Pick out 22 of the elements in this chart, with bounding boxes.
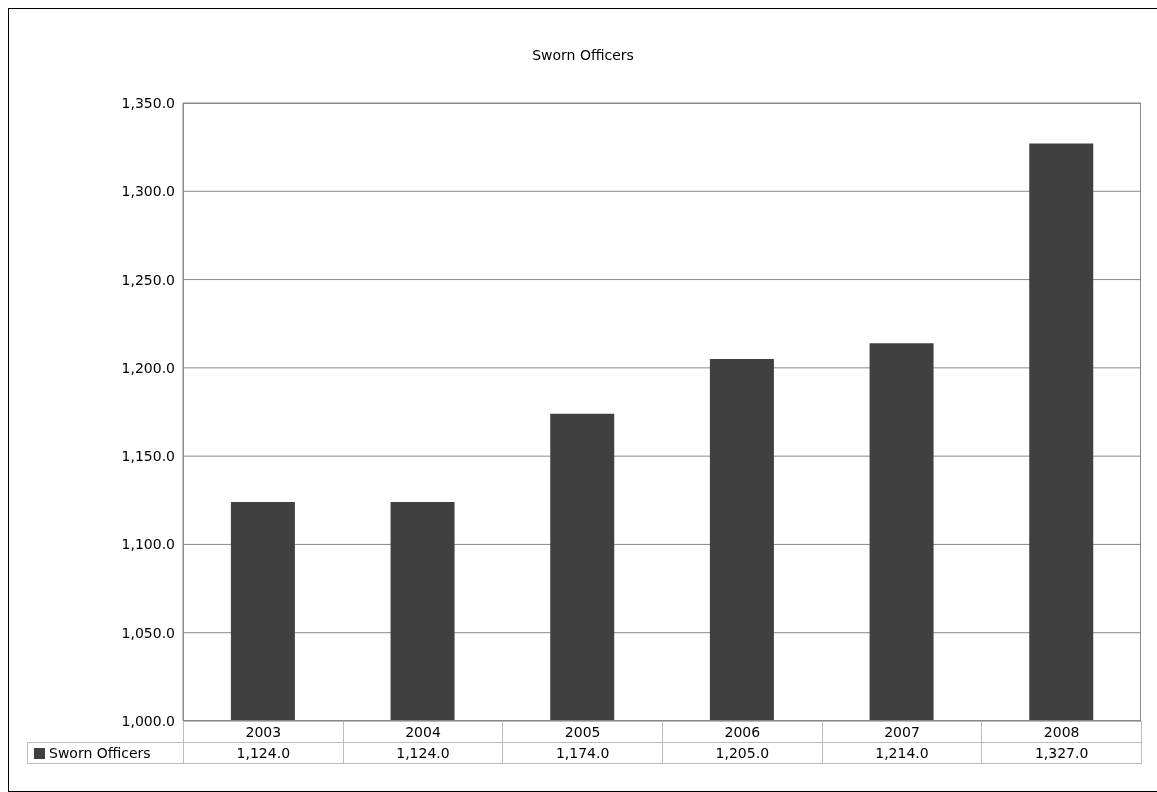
y-tick-label: 1,150.0 [121,448,175,465]
y-tick-label: 1,100.0 [121,536,175,553]
y-tick-label: 1,200.0 [121,359,175,376]
x-tick-label: 2007 [821,721,983,743]
x-tick-label: 2004 [342,721,504,743]
legend-label: Sworn Officers [27,742,184,764]
x-tick-label: 2005 [502,721,663,743]
x-tick-label: 2003 [183,721,344,743]
data-label: 1,124.0 [183,742,344,764]
y-tick-label: 1,000.0 [121,712,175,729]
y-tick-label: 1,250.0 [121,271,175,288]
y-tick-label: 1,350.0 [121,94,175,111]
chart-title: Sworn Officers [531,47,635,63]
y-tick-label: 1,300.0 [121,183,175,200]
data-label: 1,205.0 [662,742,823,764]
data-label: 1,327.0 [981,742,1142,764]
y-tick-label: 1,050.0 [121,624,175,641]
data-label: 1,174.0 [502,742,663,764]
data-label: 1,124.0 [342,742,504,764]
data-label: 1,214.0 [821,742,983,764]
x-tick-label: 2008 [981,721,1142,743]
x-tick-label: 2006 [662,721,823,743]
